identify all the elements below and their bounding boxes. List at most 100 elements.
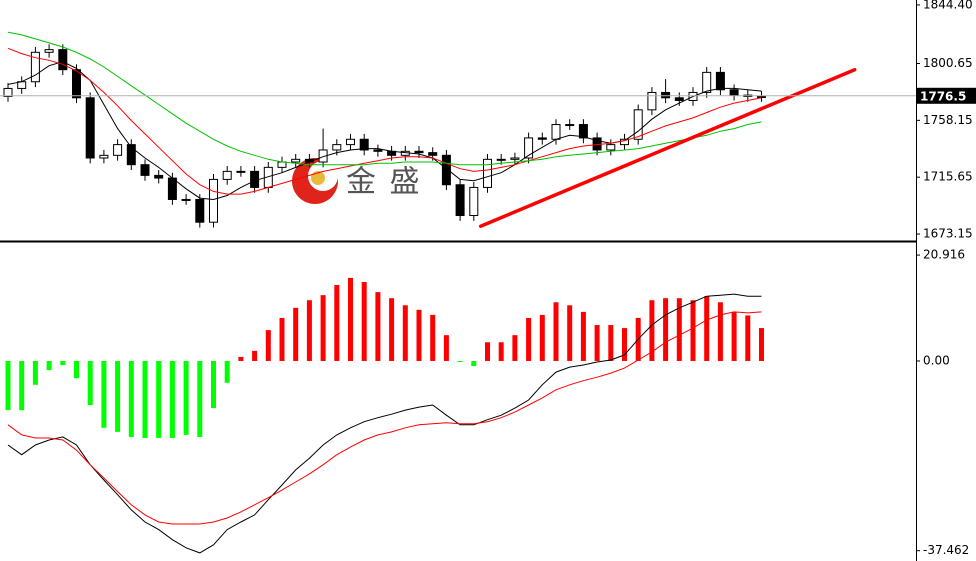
candle-body xyxy=(633,109,643,140)
candle-body xyxy=(729,89,739,96)
candle-body xyxy=(441,154,451,186)
candle-body xyxy=(277,161,287,168)
histogram-bar xyxy=(594,325,600,361)
histogram-bar xyxy=(32,360,38,385)
histogram-bar xyxy=(759,328,764,361)
plot-area xyxy=(3,31,766,228)
y-tick-label: 1800.65 xyxy=(923,56,973,70)
histogram-bar xyxy=(498,342,504,361)
candle-body xyxy=(195,198,205,223)
last-price-box xyxy=(917,87,976,104)
histogram-bar xyxy=(156,360,162,438)
candle-body xyxy=(606,144,616,151)
histogram-bar xyxy=(717,302,723,361)
histogram-bar xyxy=(416,309,422,361)
histogram-bar xyxy=(389,298,395,361)
histogram-bar xyxy=(526,317,532,361)
histogram-bar xyxy=(46,360,52,371)
histogram-bar xyxy=(430,314,436,361)
indicator-line xyxy=(7,61,762,201)
histogram-bar xyxy=(306,300,312,361)
histogram-bar xyxy=(211,360,216,409)
histogram-bar xyxy=(676,298,682,361)
y-tick-label: 0.00 xyxy=(923,353,950,367)
candle-body xyxy=(537,137,547,140)
candle-body xyxy=(30,51,40,83)
candle-body xyxy=(181,198,191,201)
histogram-bar xyxy=(402,305,408,361)
histogram-bar xyxy=(320,295,326,361)
histogram-bar xyxy=(87,360,93,406)
candle-body xyxy=(757,95,766,98)
histogram-bar xyxy=(663,298,669,361)
y-tick-label: -37.462 xyxy=(923,543,969,557)
candle-body xyxy=(578,124,588,139)
histogram-bar xyxy=(471,360,477,367)
histogram-bar xyxy=(279,317,285,361)
candle-body xyxy=(510,157,520,160)
candle-body xyxy=(661,91,671,99)
histogram-bar xyxy=(128,360,134,437)
candle-body xyxy=(565,124,575,127)
histogram-bar xyxy=(553,302,559,361)
histogram-bar xyxy=(101,360,107,428)
histogram-bar xyxy=(334,285,340,361)
candle-body xyxy=(99,154,109,159)
histogram-bar xyxy=(293,307,299,361)
candle-body xyxy=(428,152,438,156)
candle-body xyxy=(154,174,164,179)
histogram-bar xyxy=(649,300,655,361)
candle-body xyxy=(620,138,629,146)
candle-body xyxy=(332,144,342,151)
logo-coin xyxy=(311,171,325,185)
histogram-bar xyxy=(375,292,381,361)
candle-body xyxy=(551,124,561,140)
candle-body xyxy=(483,158,492,188)
candle-body xyxy=(209,178,218,223)
candle-body xyxy=(113,144,123,156)
histogram-bar xyxy=(361,281,367,361)
histogram-bar xyxy=(142,360,148,438)
histogram-bar xyxy=(5,360,11,411)
candle-body xyxy=(140,164,150,176)
indicator-line xyxy=(7,31,762,166)
histogram-bar xyxy=(704,296,710,361)
candle-body xyxy=(44,49,54,53)
candle-body xyxy=(359,138,369,151)
candle-body xyxy=(373,149,383,152)
candle-body xyxy=(222,170,232,180)
candle-body xyxy=(346,138,355,146)
indicator-line xyxy=(7,47,762,195)
candle-body xyxy=(414,150,424,154)
histogram-bar xyxy=(731,311,737,361)
histogram-bar xyxy=(348,277,353,361)
candle-body xyxy=(85,97,95,159)
histogram-bar xyxy=(183,360,189,435)
indicator-line xyxy=(7,293,762,554)
y-tick-label: 1673.15 xyxy=(923,227,973,241)
histogram-bar xyxy=(265,330,271,361)
watermark: 金 盛 xyxy=(292,158,422,204)
candle-body xyxy=(167,177,177,200)
candle-body xyxy=(455,184,465,217)
candle-body xyxy=(126,144,136,166)
candle-body xyxy=(291,158,301,163)
histogram-bar xyxy=(169,360,175,438)
candle-body xyxy=(469,186,479,217)
watermark-text: 金 盛 xyxy=(346,165,422,200)
y-tick-label: 20.916 xyxy=(923,248,965,262)
y-tick-label: 1758.15 xyxy=(923,113,973,127)
y-tick-label: 1715.65 xyxy=(923,170,973,184)
histogram-bar xyxy=(608,325,614,361)
histogram-bar xyxy=(443,335,449,361)
histogram-bar xyxy=(115,360,121,432)
candle-body xyxy=(702,71,712,93)
histogram-bar xyxy=(238,356,244,361)
histogram-bar xyxy=(512,335,518,361)
histogram-bar xyxy=(252,350,258,361)
last-price-label: 1776.5 xyxy=(920,89,966,103)
histogram-bar xyxy=(622,328,627,361)
